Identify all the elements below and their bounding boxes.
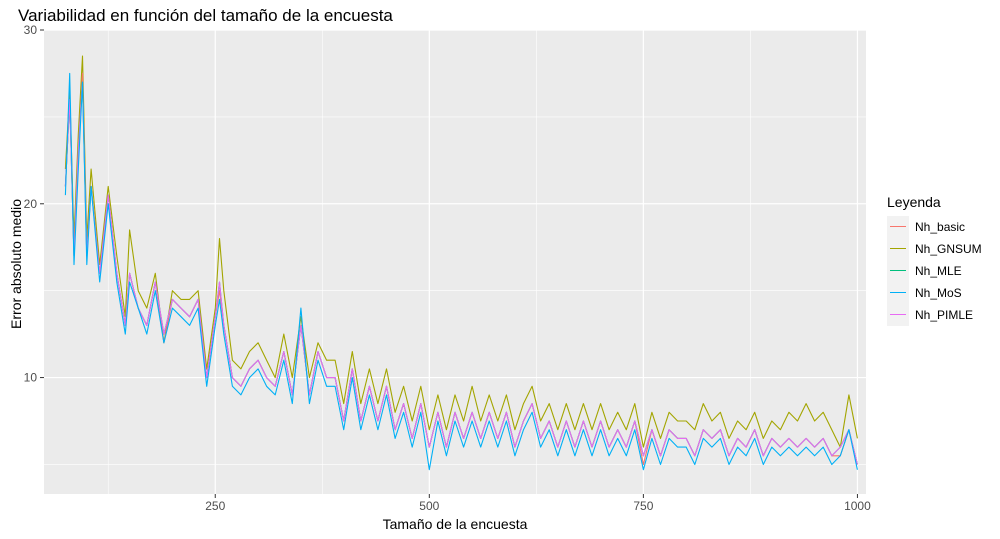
x-axis-ticks: 250 500 750 1000 xyxy=(205,494,871,513)
x-tick-label: 500 xyxy=(419,499,439,513)
y-tick-label: 20 xyxy=(24,197,38,211)
series-line-nh-mos xyxy=(64,72,858,471)
legend-item: Nh_MLE xyxy=(887,260,997,282)
legend-key xyxy=(887,238,909,260)
legend-item: Nh_GNSUM xyxy=(887,238,997,260)
legend-swatch xyxy=(890,314,906,316)
panel-background xyxy=(44,30,866,494)
gridlines xyxy=(44,29,866,494)
legend-key xyxy=(887,304,909,326)
x-axis-title: Tamaño de la encuesta xyxy=(383,516,528,532)
x-tick-label: 750 xyxy=(633,499,653,513)
x-tick-label: 250 xyxy=(205,499,225,513)
legend-label: Nh_GNSUM xyxy=(915,242,982,256)
legend-key xyxy=(887,260,909,282)
legend-swatch xyxy=(890,248,906,250)
legend-item: Nh_basic xyxy=(887,216,997,238)
legend-label: Nh_PIMLE xyxy=(915,308,974,322)
legend-label: Nh_MLE xyxy=(915,264,962,278)
legend-items: Nh_basic Nh_GNSUM Nh_MLE Nh_MoS Nh_PIMLE xyxy=(887,216,997,326)
y-tick-label: 10 xyxy=(24,371,38,385)
legend-key xyxy=(887,282,909,304)
legend: Leyenda Nh_basic Nh_GNSUM Nh_MLE Nh_MoS Nh_P… xyxy=(887,194,997,326)
series-line-nh-gnsum xyxy=(64,55,858,448)
chart-title: Variabilidad en función del tamaño de la… xyxy=(18,6,393,25)
x-tick-label: 1000 xyxy=(844,499,871,513)
legend-item: Nh_MoS xyxy=(887,282,997,304)
legend-label: Nh_basic xyxy=(915,220,966,234)
legend-label: Nh_MoS xyxy=(915,286,962,300)
y-tick-label: 30 xyxy=(24,23,38,37)
legend-title: Leyenda xyxy=(887,194,941,210)
legend-swatch xyxy=(890,226,906,228)
legend-swatch xyxy=(890,292,906,294)
series-lines xyxy=(64,55,858,471)
legend-item: Nh_PIMLE xyxy=(887,304,997,326)
legend-key xyxy=(887,216,909,238)
legend-swatch xyxy=(890,270,906,272)
y-axis-title: Error absoluto medio xyxy=(8,199,24,329)
y-axis-ticks: 10 20 30 xyxy=(24,23,44,385)
series-line-nh-pimle xyxy=(64,81,858,465)
